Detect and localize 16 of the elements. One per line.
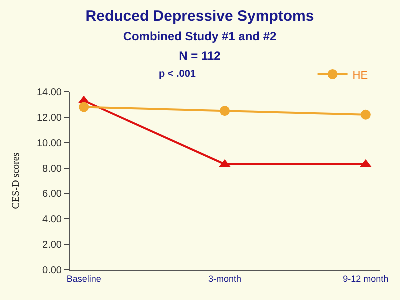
x-tick-label: 3-month <box>208 274 242 284</box>
y-tick-label: 12.00 <box>36 112 62 124</box>
x-tick-label: Baseline <box>66 274 102 284</box>
y-tick-label: 4.00 <box>42 214 62 226</box>
legend-label: HE <box>352 70 368 82</box>
y-axis-title: CES-D scores <box>10 152 22 210</box>
chart-title: Reduced Depressive Symptoms <box>86 8 314 25</box>
y-tick-label: 2.00 <box>42 240 62 252</box>
y-tick-label: 6.00 <box>42 189 62 200</box>
text: p < .001 <box>159 69 196 80</box>
y-tick-label: 14.00 <box>36 88 62 98</box>
chart-subtitle: Combined Study #1 and #2 N = 112 <box>123 30 277 63</box>
x-tick-label: 9-12 month <box>343 274 389 284</box>
y-tick-label: 10.00 <box>36 138 62 150</box>
y-tick-label: 8.00 <box>42 164 62 175</box>
y-tick-label: 0.00 <box>42 266 62 276</box>
